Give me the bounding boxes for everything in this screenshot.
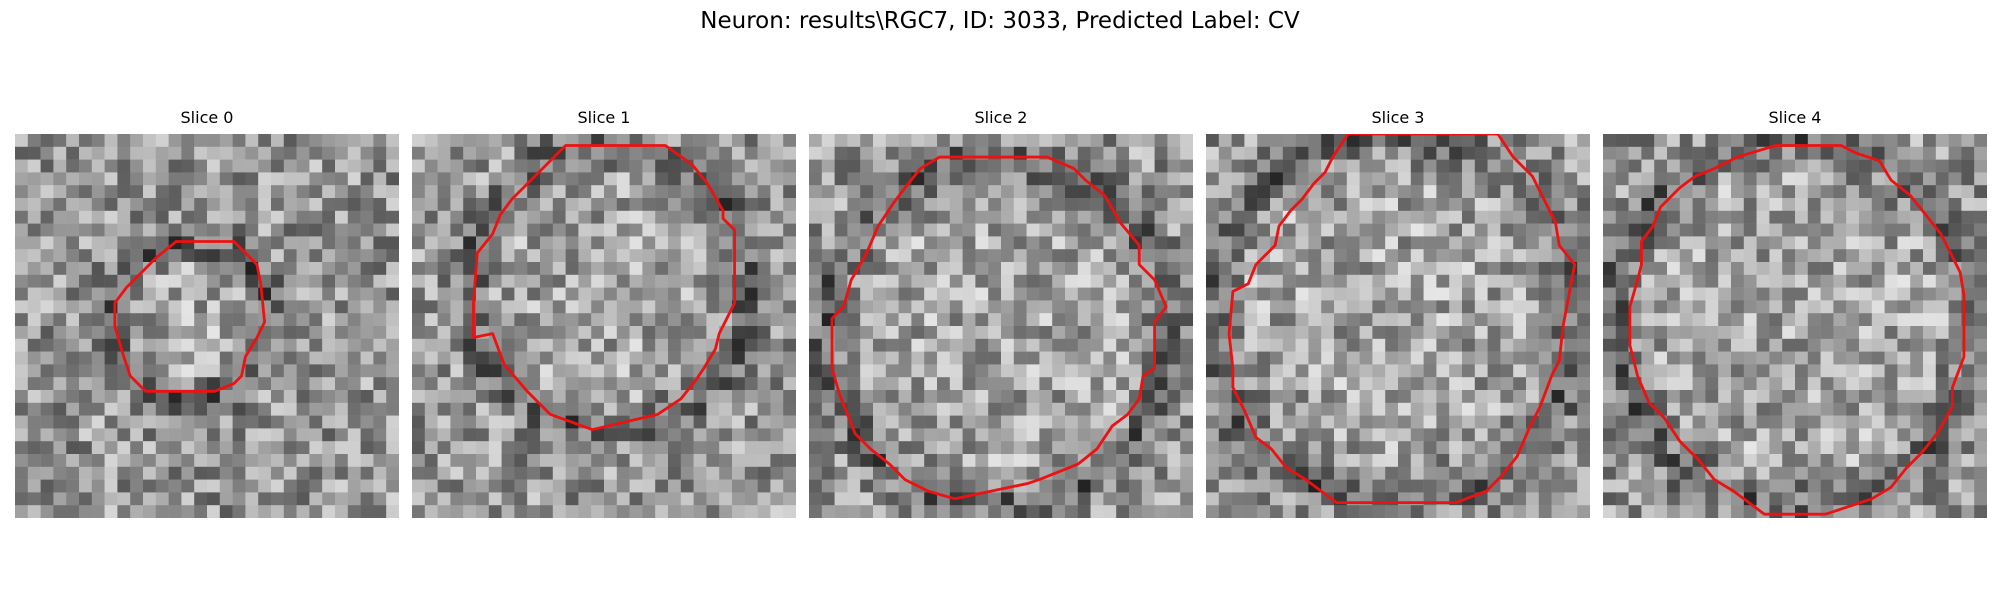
slice-image-2 xyxy=(809,134,1193,518)
slice-title-1: Slice 1 xyxy=(577,108,631,127)
pixel-grid xyxy=(412,134,796,518)
slice-title-2: Slice 2 xyxy=(974,108,1028,127)
slice-image-4 xyxy=(1603,134,1987,518)
cell-outline-0 xyxy=(113,240,267,393)
pixel-grid xyxy=(1603,134,1987,518)
cell-outline-1 xyxy=(472,144,736,432)
slice-title-4: Slice 4 xyxy=(1768,108,1822,127)
figure-title: Neuron: results\RGC7, ID: 3033, Predicte… xyxy=(700,8,1300,34)
cell-outline-4 xyxy=(1628,144,1966,516)
cell-outline-2 xyxy=(830,155,1168,501)
slice-image-1 xyxy=(412,134,796,518)
pixel-grid xyxy=(15,134,399,518)
slice-image-0 xyxy=(15,134,399,518)
slice-image-3 xyxy=(1206,134,1590,518)
pixel-grid xyxy=(1206,134,1590,518)
slice-title-0: Slice 0 xyxy=(180,108,234,127)
cell-outline-3 xyxy=(1227,134,1577,505)
pixel-grid xyxy=(809,134,1193,518)
slice-title-3: Slice 3 xyxy=(1371,108,1425,127)
